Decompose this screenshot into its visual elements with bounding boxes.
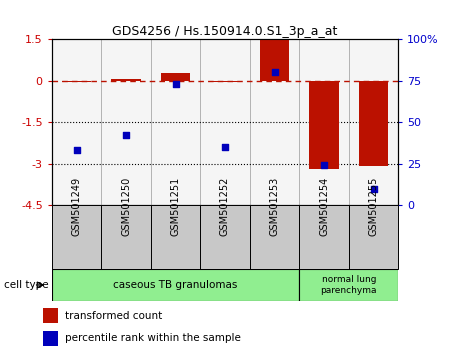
Bar: [43, 308, 58, 323]
Text: normal lung
parenchyma: normal lung parenchyma: [320, 275, 377, 295]
FancyBboxPatch shape: [52, 205, 101, 269]
Text: caseous TB granulomas: caseous TB granulomas: [113, 280, 238, 290]
Text: percentile rank within the sample: percentile rank within the sample: [65, 333, 241, 343]
FancyBboxPatch shape: [101, 205, 151, 269]
Text: cell type: cell type: [4, 280, 49, 290]
Bar: [210, 80, 240, 82]
Bar: [43, 331, 58, 346]
Point: [221, 144, 229, 150]
Title: GDS4256 / Hs.150914.0.S1_3p_a_at: GDS4256 / Hs.150914.0.S1_3p_a_at: [112, 25, 338, 38]
FancyBboxPatch shape: [250, 205, 299, 269]
Bar: [309, 80, 339, 169]
Bar: [62, 80, 91, 82]
Point: [271, 69, 278, 75]
Text: GSM501254: GSM501254: [319, 177, 329, 236]
FancyBboxPatch shape: [200, 205, 250, 269]
Bar: [111, 79, 141, 80]
Bar: [161, 73, 190, 80]
Text: GSM501253: GSM501253: [270, 177, 279, 236]
Point: [73, 148, 80, 153]
Point: [172, 81, 179, 87]
Bar: [260, 39, 289, 80]
Point: [320, 162, 328, 168]
Text: GSM501252: GSM501252: [220, 177, 230, 236]
Text: GSM501255: GSM501255: [369, 177, 378, 236]
FancyBboxPatch shape: [349, 205, 398, 269]
Text: GSM501250: GSM501250: [121, 177, 131, 236]
FancyBboxPatch shape: [299, 205, 349, 269]
Text: transformed count: transformed count: [65, 311, 162, 321]
Bar: [359, 80, 388, 166]
Point: [122, 133, 130, 138]
FancyBboxPatch shape: [299, 269, 398, 301]
Text: GSM501249: GSM501249: [72, 177, 81, 236]
FancyBboxPatch shape: [151, 205, 200, 269]
Text: GSM501251: GSM501251: [171, 177, 180, 236]
FancyBboxPatch shape: [52, 269, 299, 301]
Point: [370, 186, 377, 192]
